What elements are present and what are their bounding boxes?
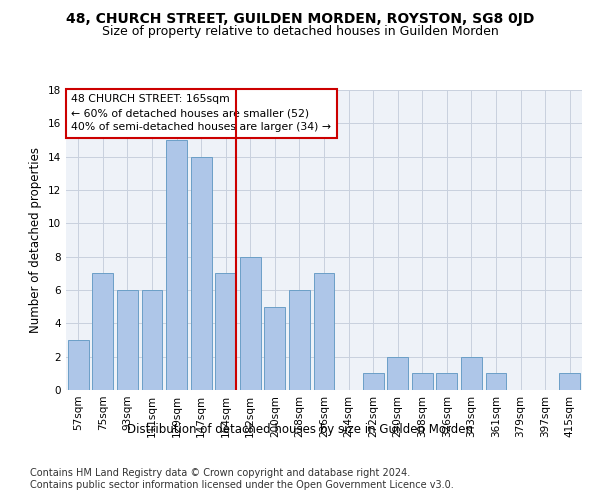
- Y-axis label: Number of detached properties: Number of detached properties: [29, 147, 43, 333]
- Bar: [191, 156, 212, 390]
- Bar: [166, 140, 187, 390]
- Bar: [92, 274, 113, 390]
- Bar: [412, 374, 433, 390]
- Bar: [265, 306, 286, 390]
- Bar: [117, 290, 138, 390]
- Bar: [240, 256, 261, 390]
- Text: Contains public sector information licensed under the Open Government Licence v3: Contains public sector information licen…: [30, 480, 454, 490]
- Text: Size of property relative to detached houses in Guilden Morden: Size of property relative to detached ho…: [101, 25, 499, 38]
- Bar: [362, 374, 383, 390]
- Text: 48 CHURCH STREET: 165sqm
← 60% of detached houses are smaller (52)
40% of semi-d: 48 CHURCH STREET: 165sqm ← 60% of detach…: [71, 94, 331, 132]
- Text: 48, CHURCH STREET, GUILDEN MORDEN, ROYSTON, SG8 0JD: 48, CHURCH STREET, GUILDEN MORDEN, ROYST…: [66, 12, 534, 26]
- Text: Distribution of detached houses by size in Guilden Morden: Distribution of detached houses by size …: [127, 422, 473, 436]
- Bar: [387, 356, 408, 390]
- Bar: [314, 274, 334, 390]
- Bar: [436, 374, 457, 390]
- Bar: [289, 290, 310, 390]
- Bar: [559, 374, 580, 390]
- Bar: [485, 374, 506, 390]
- Bar: [142, 290, 163, 390]
- Bar: [461, 356, 482, 390]
- Bar: [68, 340, 89, 390]
- Text: Contains HM Land Registry data © Crown copyright and database right 2024.: Contains HM Land Registry data © Crown c…: [30, 468, 410, 477]
- Bar: [215, 274, 236, 390]
